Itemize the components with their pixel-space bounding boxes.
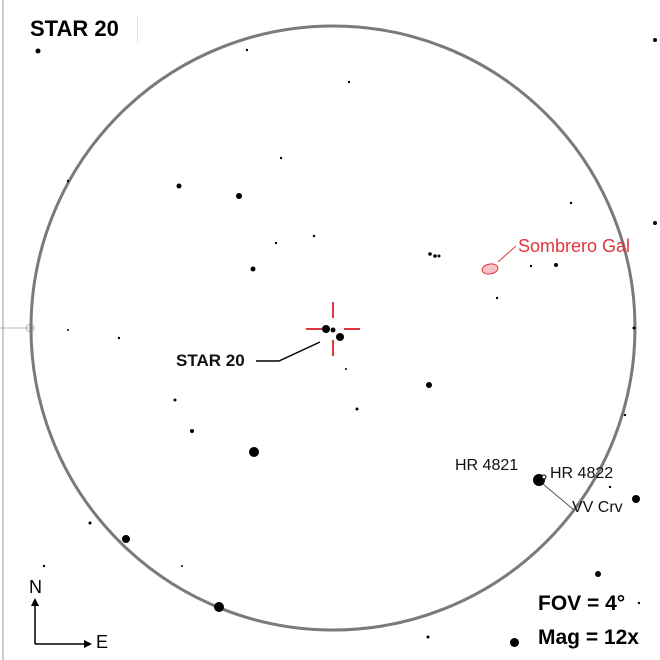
star	[67, 329, 69, 331]
sombrero-galaxy-marker	[481, 263, 499, 275]
star	[653, 221, 657, 225]
star	[632, 495, 640, 503]
star	[330, 327, 336, 333]
star	[632, 326, 636, 330]
star	[595, 571, 601, 577]
star20-leader-line	[256, 341, 321, 362]
star	[173, 398, 177, 402]
star	[322, 325, 330, 333]
star	[249, 447, 259, 457]
star	[554, 263, 558, 267]
star	[279, 156, 283, 160]
compass-north-label: N	[29, 577, 42, 597]
star	[428, 252, 432, 256]
star	[236, 193, 242, 199]
star	[653, 38, 657, 42]
compass	[31, 598, 92, 648]
star	[176, 183, 182, 189]
sombrero-leader-line	[497, 245, 517, 263]
star	[214, 602, 224, 612]
magnification-text: Mag = 12x	[538, 626, 639, 649]
star	[88, 521, 92, 525]
star	[181, 565, 183, 567]
star	[529, 264, 533, 268]
hr4821-label: HR 4821	[455, 457, 519, 474]
star-field	[35, 38, 657, 639]
star20-label: STAR 20	[176, 351, 245, 370]
star	[345, 368, 347, 370]
star	[495, 296, 499, 300]
star	[355, 407, 359, 411]
star	[117, 336, 121, 340]
star	[245, 48, 249, 52]
star	[336, 333, 344, 341]
star	[433, 254, 437, 258]
star	[437, 254, 441, 258]
star	[637, 601, 641, 605]
star	[122, 535, 130, 543]
compass-east-label: E	[96, 632, 109, 652]
title-divider	[137, 16, 138, 42]
star	[274, 241, 278, 245]
fov-text: FOV = 4°	[538, 592, 626, 615]
star	[426, 382, 432, 388]
star	[347, 80, 351, 84]
star	[623, 413, 627, 417]
hr4822-label: HR 4822	[550, 465, 614, 482]
star	[66, 179, 70, 183]
star	[608, 485, 612, 489]
star	[35, 48, 41, 54]
star	[190, 429, 194, 433]
star	[312, 234, 316, 238]
target-reticle	[306, 302, 360, 356]
vvcrv-leader-line	[542, 483, 575, 511]
star	[42, 564, 46, 568]
star	[426, 635, 430, 639]
star	[541, 474, 547, 480]
star	[569, 201, 573, 205]
star	[250, 266, 256, 272]
sombrero-label: Sombrero Gal	[518, 236, 631, 256]
vvcrv-label: VV Crv	[572, 499, 623, 516]
chart-title: STAR 20	[30, 16, 119, 41]
mag-legend-dot	[510, 638, 519, 647]
